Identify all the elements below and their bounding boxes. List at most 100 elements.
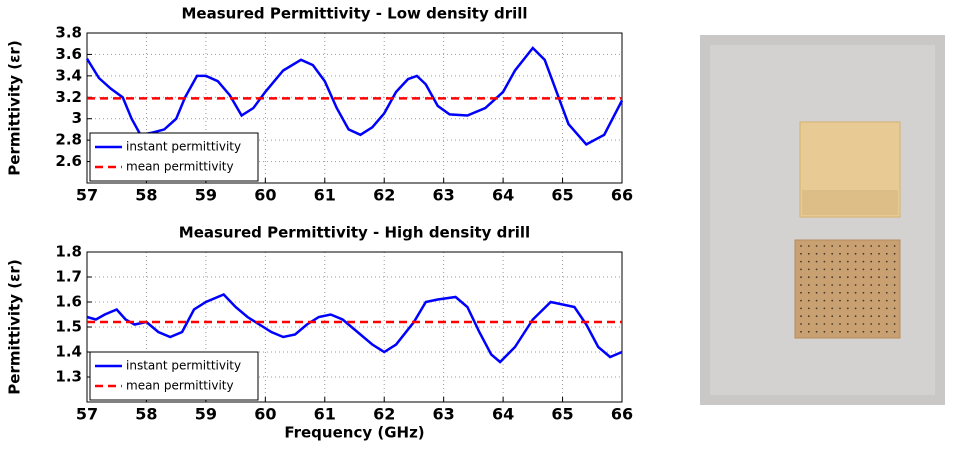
legend-box xyxy=(89,132,259,182)
hole xyxy=(854,276,857,279)
hole xyxy=(885,307,888,310)
hole xyxy=(878,252,880,255)
hole xyxy=(878,299,880,302)
hole xyxy=(839,252,841,255)
hole xyxy=(893,291,896,294)
hole xyxy=(862,315,865,318)
hole xyxy=(815,284,818,286)
hole xyxy=(831,330,834,333)
x-tick-label: 59 xyxy=(195,186,217,205)
hole xyxy=(878,323,880,325)
hole xyxy=(831,323,834,325)
hole xyxy=(800,307,802,310)
hole xyxy=(815,245,818,247)
hole xyxy=(831,252,834,255)
hole xyxy=(823,299,826,302)
hole xyxy=(839,284,841,286)
hole xyxy=(823,268,826,271)
hole xyxy=(885,276,888,279)
hole xyxy=(885,323,888,325)
hole xyxy=(815,330,818,333)
hole xyxy=(823,276,826,279)
y-tick-label: 3 xyxy=(72,109,82,127)
hole xyxy=(839,276,841,279)
hole xyxy=(846,268,849,271)
hole xyxy=(831,260,834,263)
hole xyxy=(854,284,857,286)
hole xyxy=(854,291,857,294)
hole xyxy=(862,284,865,286)
y-axis-label: Permittivity (εr) xyxy=(6,40,24,175)
hole xyxy=(800,284,802,286)
hole xyxy=(800,315,802,318)
hole xyxy=(870,284,873,286)
drill-holes xyxy=(800,245,896,333)
series-line xyxy=(86,293,623,364)
hole xyxy=(831,291,834,294)
hole xyxy=(854,307,857,310)
hole xyxy=(807,307,810,310)
hole xyxy=(831,299,834,302)
hole xyxy=(885,252,888,255)
chart-title: Measured Permittivity - Low density dril… xyxy=(181,5,527,23)
hole xyxy=(831,284,834,286)
x-tick-label: 58 xyxy=(135,405,157,424)
hole xyxy=(831,315,834,318)
hole xyxy=(885,291,888,294)
hole xyxy=(870,276,873,279)
hole xyxy=(846,276,849,279)
hole xyxy=(854,315,857,318)
hole xyxy=(846,307,849,310)
hole xyxy=(893,284,896,286)
hole xyxy=(893,245,896,247)
hole xyxy=(885,299,888,302)
hole xyxy=(823,323,826,325)
hole xyxy=(807,299,810,302)
y-axis-label: Permittivity (εr) xyxy=(6,259,24,394)
hole xyxy=(823,330,826,333)
x-tick-label: 63 xyxy=(433,405,455,424)
x-tick-label: 65 xyxy=(551,186,573,205)
sample-texture xyxy=(802,190,898,215)
hole xyxy=(846,260,849,263)
hole xyxy=(878,307,880,310)
hole xyxy=(878,268,880,271)
legend-label: mean permittivity xyxy=(126,160,234,174)
hole xyxy=(839,291,841,294)
x-tick-label: 60 xyxy=(254,186,276,205)
x-tick-label: 65 xyxy=(551,405,573,424)
hole xyxy=(815,291,818,294)
hole xyxy=(807,315,810,318)
hole xyxy=(893,268,896,271)
hole xyxy=(839,299,841,302)
hole xyxy=(800,299,802,302)
x-tick-label: 64 xyxy=(492,405,514,424)
hole xyxy=(823,315,826,318)
y-tick-label: 3.4 xyxy=(55,66,82,84)
hole xyxy=(807,323,810,325)
hole xyxy=(807,284,810,286)
x-tick-label: 62 xyxy=(373,405,395,424)
hole xyxy=(815,307,818,310)
hole xyxy=(800,268,802,271)
series-line xyxy=(85,46,624,146)
hole xyxy=(878,245,880,247)
hole xyxy=(823,245,826,247)
y-tick-label: 1.6 xyxy=(55,293,82,311)
hole xyxy=(854,252,857,255)
hole xyxy=(885,315,888,318)
hole xyxy=(870,330,873,333)
y-tick-label: 2.6 xyxy=(55,152,82,170)
hole xyxy=(893,330,896,333)
legend-label: instant permittivity xyxy=(126,359,241,373)
hole xyxy=(839,245,841,247)
hole xyxy=(846,299,849,302)
hole xyxy=(862,323,865,325)
hole xyxy=(893,299,896,302)
hole xyxy=(893,260,896,263)
y-tick-label: 1.4 xyxy=(55,343,82,361)
hole xyxy=(807,291,810,294)
hole xyxy=(839,307,841,310)
hole xyxy=(893,307,896,310)
